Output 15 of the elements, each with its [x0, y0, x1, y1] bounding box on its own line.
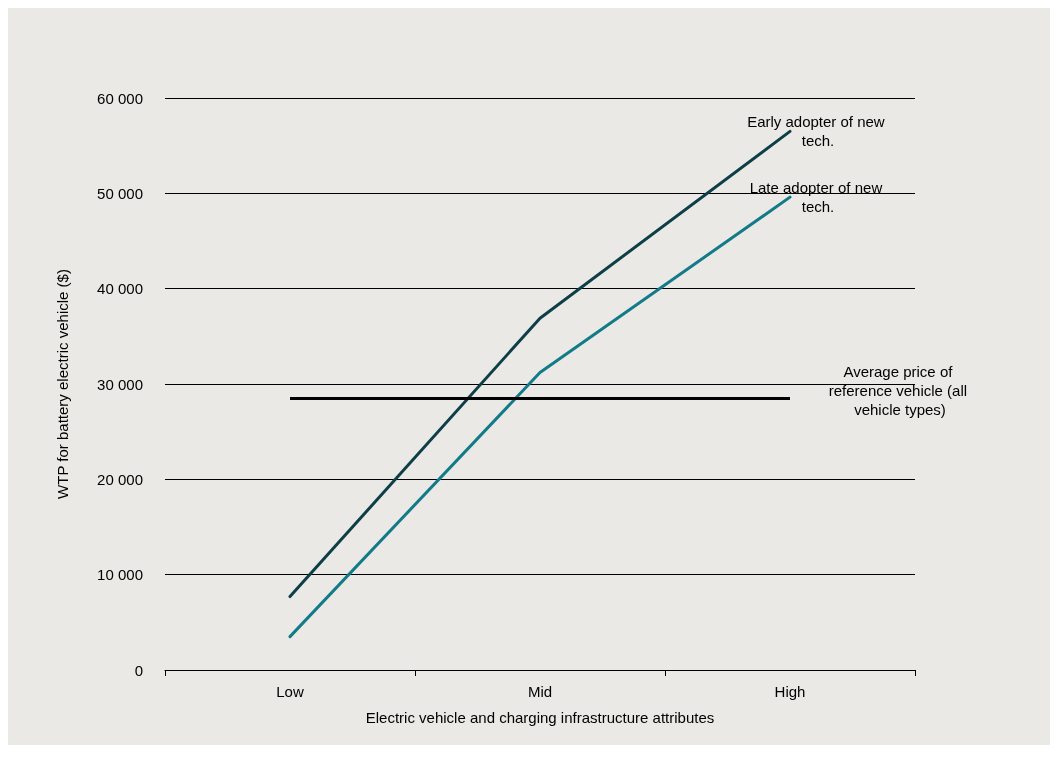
series-label: Early adopter of new tech. — [747, 113, 889, 150]
ref-line-label: Average price of reference vehicle (all vehicle types) — [828, 362, 972, 418]
series-label: Late adopter of new tech. — [749, 179, 887, 216]
y-tick-label: 30 000 — [97, 375, 143, 393]
y-tick-label: 60 000 — [97, 89, 143, 107]
x-tick-label: Low — [276, 683, 304, 700]
x-tick-label: Mid — [527, 683, 553, 700]
y-axis-title: WTP for battery electric vehicle ($) — [54, 269, 71, 499]
y-tick-label: 50 000 — [97, 184, 143, 202]
y-tick-label: 0 — [134, 661, 143, 679]
y-tick-label: 20 000 — [97, 470, 143, 488]
y-tick-label: 10 000 — [97, 566, 143, 584]
x-tick-label: High — [774, 683, 806, 700]
y-tick-label: 40 000 — [97, 280, 143, 298]
x-axis-title: Electric vehicle and charging infrastructure attributes — [365, 709, 715, 726]
